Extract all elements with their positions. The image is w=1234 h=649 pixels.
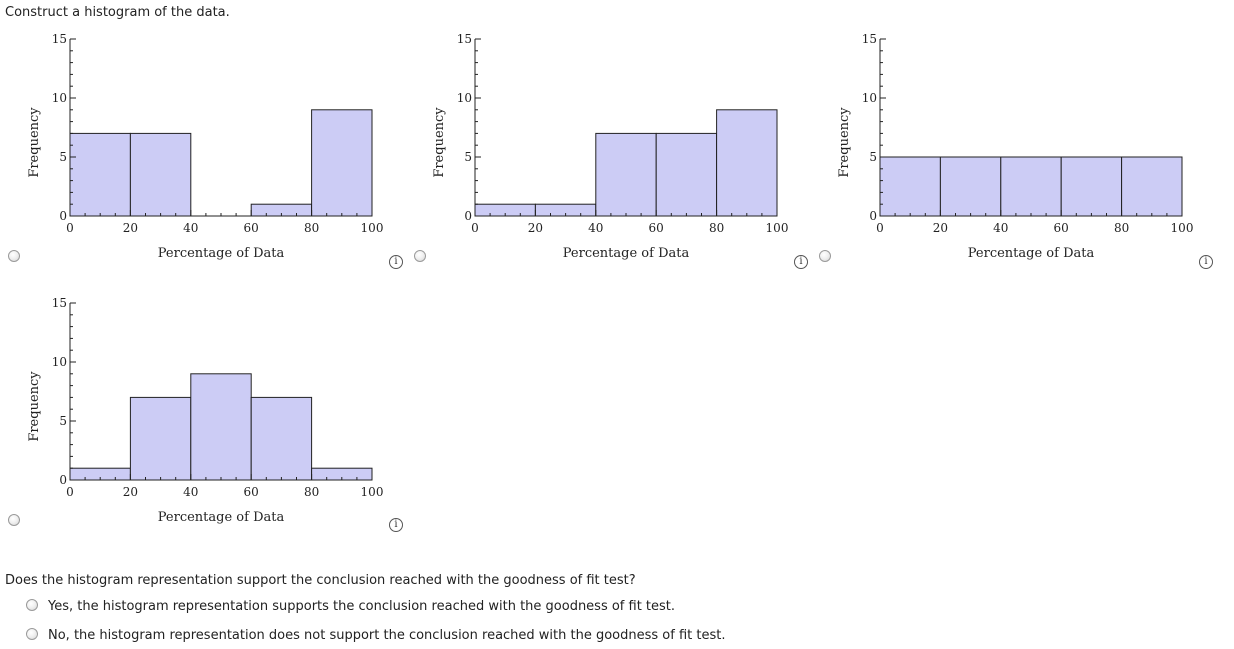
- x-tick-label: 80: [304, 221, 319, 235]
- histogram-option-c: 0 5 10 15 0 20 40 60 80 100 Percentage of Data Freq…: [810, 20, 1210, 290]
- x-tick-label: 100: [1171, 221, 1194, 235]
- x-axis-title: Percentage of Data: [563, 246, 690, 261]
- histogram-bar: [879, 156, 941, 217]
- x-axis-title: Percentage of Data: [158, 510, 285, 525]
- histogram-bar: [1121, 156, 1183, 217]
- histogram-bar: [1060, 156, 1123, 217]
- follow-up-question: Does the histogram representation suppor…: [5, 573, 636, 588]
- y-tick-label: 15: [457, 32, 472, 46]
- info-icon[interactable]: i: [794, 255, 808, 269]
- x-axis-title: Percentage of Data: [158, 246, 285, 261]
- x-axis-title: Percentage of Data: [968, 246, 1095, 261]
- y-tick-label: 5: [464, 150, 472, 164]
- histogram-option-d: 0 5 10 15 0 20 40 60 80 100 Percentage of Data Freq…: [0, 284, 400, 554]
- x-tick-label: 0: [66, 221, 74, 235]
- question-prompt: Construct a histogram of the data.: [5, 5, 230, 20]
- histogram-bar: [311, 109, 373, 217]
- x-tick-label: 80: [1114, 221, 1129, 235]
- info-icon[interactable]: i: [389, 255, 403, 269]
- histogram-option-b: 0 5 10 15 0 20 40 60 80 100 Percentage of Data Freq…: [405, 20, 805, 290]
- x-tick-label: 60: [244, 485, 259, 499]
- x-tick-label: 0: [876, 221, 884, 235]
- histogram-chart: 0 5 10 15 0 20 40 60 80 100 Percentage of Data Freq…: [837, 32, 1194, 261]
- histogram-bar: [69, 132, 131, 217]
- radio-answer-yes[interactable]: [26, 599, 38, 611]
- x-tick-label: 40: [183, 485, 198, 499]
- y-tick-label: 0: [59, 473, 67, 487]
- y-axis-title: Frequency: [27, 371, 42, 442]
- x-tick-label: 100: [361, 221, 384, 235]
- x-tick-label: 100: [361, 485, 384, 499]
- y-tick-label: 10: [457, 91, 472, 105]
- x-tick-label: 40: [993, 221, 1008, 235]
- y-tick-label: 15: [52, 296, 67, 310]
- y-axis-title: Frequency: [432, 107, 447, 178]
- answer-yes-label: Yes, the histogram representation suppor…: [48, 599, 676, 614]
- x-tick-label: 60: [244, 221, 259, 235]
- y-axis-title: Frequency: [27, 107, 42, 178]
- histogram-chart: 0 5 10 15 0 20 40 60 80 100 Percentage of Data Freq…: [27, 32, 384, 261]
- histogram-chart: 0 5 10 15 0 20 40 60 80 100 Percentage of Data Freq…: [27, 296, 384, 525]
- y-tick-label: 5: [59, 150, 67, 164]
- radio-option-c[interactable]: [819, 250, 831, 262]
- x-tick-label: 0: [66, 485, 74, 499]
- info-icon[interactable]: i: [389, 518, 403, 532]
- histogram-bar: [190, 373, 252, 481]
- y-tick-label: 0: [869, 209, 877, 223]
- histogram-bar: [250, 396, 313, 481]
- y-axis-title: Frequency: [837, 107, 852, 178]
- histogram-bar: [129, 396, 192, 481]
- y-tick-label: 10: [52, 91, 67, 105]
- radio-option-a[interactable]: [8, 250, 20, 262]
- x-tick-label: 40: [588, 221, 603, 235]
- answer-no-label: No, the histogram representation does no…: [48, 628, 726, 643]
- x-tick-label: 100: [766, 221, 789, 235]
- x-tick-label: 20: [123, 221, 138, 235]
- histogram-bar: [716, 109, 778, 217]
- x-tick-label: 60: [649, 221, 664, 235]
- y-tick-label: 10: [862, 91, 877, 105]
- radio-option-b[interactable]: [414, 250, 426, 262]
- x-tick-label: 60: [1054, 221, 1069, 235]
- histogram-bar: [939, 156, 1002, 217]
- radio-answer-no[interactable]: [26, 628, 38, 640]
- radio-option-d[interactable]: [8, 514, 20, 526]
- y-tick-label: 15: [52, 32, 67, 46]
- x-tick-label: 20: [933, 221, 948, 235]
- x-tick-label: 20: [528, 221, 543, 235]
- x-tick-label: 80: [304, 485, 319, 499]
- y-tick-label: 15: [862, 32, 877, 46]
- x-tick-label: 40: [183, 221, 198, 235]
- x-tick-label: 20: [123, 485, 138, 499]
- histogram-bar: [595, 132, 657, 217]
- x-tick-label: 80: [709, 221, 724, 235]
- histogram-chart: 0 5 10 15 0 20 40 60 80 100 Percentage of Data Freq…: [432, 32, 789, 261]
- histogram-option-a: 0 5 10 15 0 20 40 60 80 100 Percentage of Data Freq…: [0, 20, 400, 290]
- histogram-bar: [655, 132, 718, 217]
- y-tick-label: 5: [869, 150, 877, 164]
- histogram-bar: [1000, 156, 1062, 217]
- y-tick-label: 0: [464, 209, 472, 223]
- y-tick-label: 10: [52, 355, 67, 369]
- y-tick-label: 5: [59, 414, 67, 428]
- y-tick-label: 0: [59, 209, 67, 223]
- info-icon[interactable]: i: [1199, 255, 1213, 269]
- histogram-bar: [129, 132, 192, 217]
- x-tick-label: 0: [471, 221, 479, 235]
